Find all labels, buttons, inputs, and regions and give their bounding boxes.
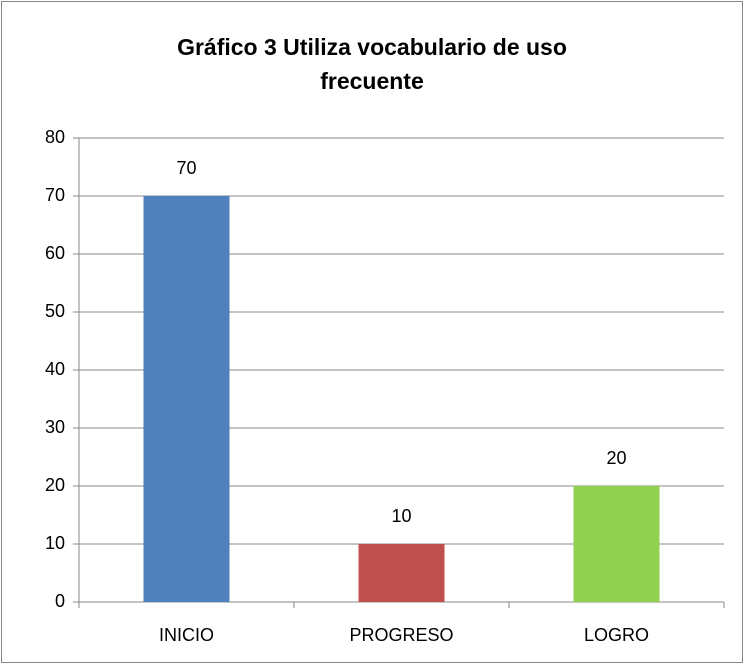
- x-tick-label: PROGRESO: [349, 625, 453, 645]
- y-tick-label: 30: [45, 417, 65, 437]
- value-label: 20: [606, 448, 626, 468]
- y-tick-label: 20: [45, 475, 65, 495]
- x-tick-label: LOGRO: [584, 625, 649, 645]
- y-tick-label: 60: [45, 243, 65, 263]
- y-tick-label: 50: [45, 301, 65, 321]
- value-label: 70: [176, 158, 196, 178]
- bar: [358, 544, 445, 602]
- y-tick-label: 80: [45, 127, 65, 147]
- value-label: 10: [391, 506, 411, 526]
- chart-title: Gráfico 3 Utiliza vocabulario de uso fre…: [177, 34, 567, 94]
- y-tick-label: 40: [45, 359, 65, 379]
- bar: [143, 196, 230, 602]
- bar: [573, 486, 660, 602]
- y-tick-label: 0: [55, 591, 65, 611]
- y-tick-label: 10: [45, 533, 65, 553]
- x-tick-label: INICIO: [159, 625, 214, 645]
- y-tick-label: 70: [45, 185, 65, 205]
